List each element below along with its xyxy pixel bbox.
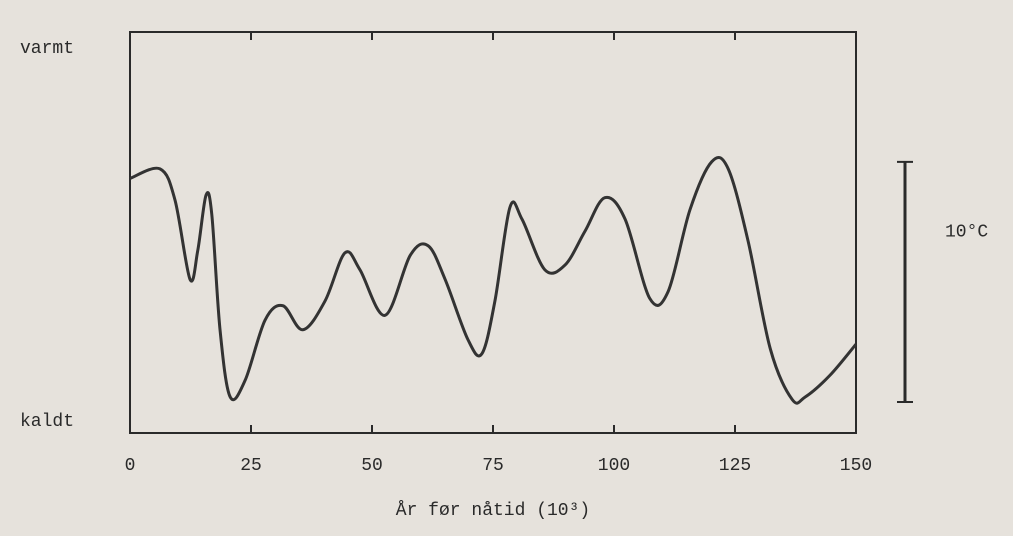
x-tick-label: 50 <box>361 456 383 476</box>
x-tick-label: 75 <box>482 456 504 476</box>
x-tick-label: 125 <box>719 456 751 476</box>
temperature-line <box>129 155 858 405</box>
y-tick-label: kaldt <box>20 412 74 432</box>
x-tick-label: 150 <box>840 456 872 476</box>
x-tick-label: 25 <box>240 456 262 476</box>
y-tick-label: varmt <box>20 39 74 59</box>
x-axis-label: År før nåtid (10³) <box>396 500 590 521</box>
x-tick-label: 100 <box>598 456 630 476</box>
x-tick-label: 0 <box>125 456 136 476</box>
scale-bar-label: 10°C <box>945 223 988 243</box>
